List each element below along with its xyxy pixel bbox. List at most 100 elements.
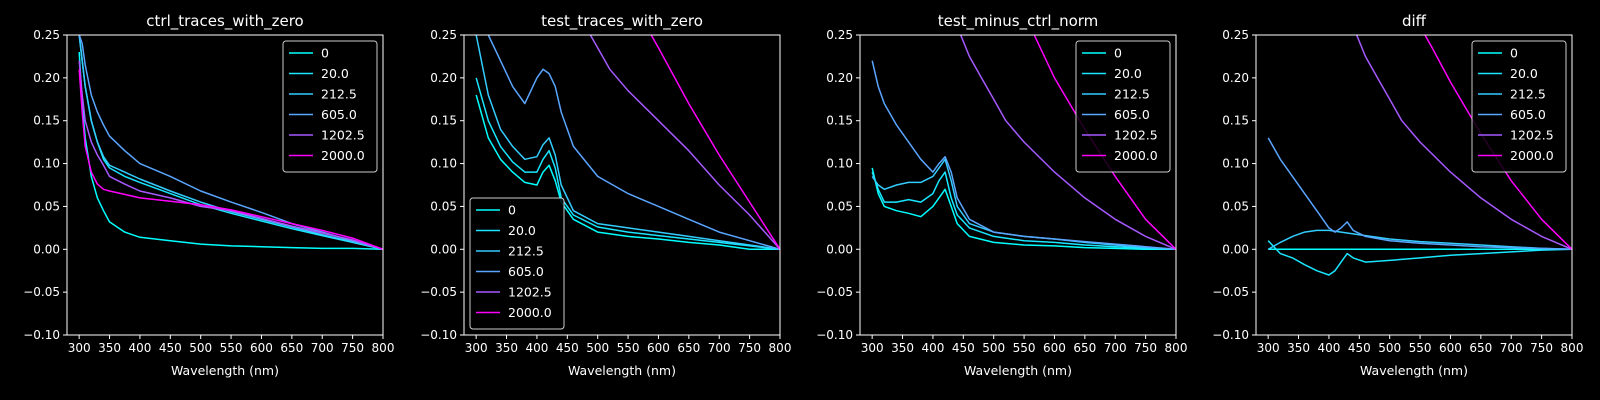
legend-label: 0 (508, 203, 516, 218)
x-tick-label: 350 (891, 341, 914, 355)
x-tick-label: 300 (465, 341, 488, 355)
legend-label: 0 (1114, 46, 1122, 61)
x-tick-label: 800 (769, 341, 792, 355)
legend-label: 20.0 (508, 223, 536, 238)
y-tick-label: 0.10 (430, 157, 457, 171)
x-axis-label: Wavelength (nm) (171, 363, 279, 378)
series-line (959, 35, 1176, 250)
x-tick-label: 700 (1104, 341, 1127, 355)
x-tick-label: 400 (128, 341, 151, 355)
x-tick-label: 700 (311, 341, 334, 355)
x-tick-label: 600 (250, 341, 273, 355)
y-tick-label: −0.10 (816, 328, 853, 342)
legend-label: 212.5 (508, 244, 544, 259)
plot-frame (66, 34, 384, 336)
y-tick-label: 0.00 (430, 242, 457, 256)
legend-label: 20.0 (321, 66, 349, 81)
y-tick-label: −0.05 (420, 285, 457, 299)
x-tick-label: 600 (1043, 341, 1066, 355)
chart-panel: 300 350 400 450 500 550 600 650 700 750 800 −0.10 −0… (816, 12, 1187, 378)
series-line (78, 69, 383, 251)
series-line (871, 171, 1176, 251)
y-tick-label: −0.10 (23, 328, 60, 342)
x-tick-label: 650 (280, 341, 303, 355)
x-tick-label: 300 (68, 341, 91, 355)
legend-label: 605.0 (508, 264, 544, 279)
y-tick-label: 0.15 (826, 114, 853, 128)
x-tick-label: 400 (525, 341, 548, 355)
series-group (871, 35, 1176, 251)
legend-label: 605.0 (1510, 107, 1546, 122)
series-group (475, 35, 780, 251)
series-line (475, 77, 780, 251)
legend-label: 212.5 (321, 87, 357, 102)
series-line (1355, 35, 1572, 250)
legend-label: 1202.5 (508, 285, 552, 300)
y-tick-label: 0.00 (1222, 242, 1249, 256)
chart-panel: 300 350 400 450 500 550 600 650 700 750 800 −0.10 −0… (1212, 12, 1583, 378)
x-tick-label: 350 (1287, 341, 1310, 355)
x-tick-label: 450 (1348, 341, 1371, 355)
x-tick-label: 600 (1439, 341, 1462, 355)
chart-title: test_traces_with_zero (541, 12, 703, 31)
x-tick-label: 550 (617, 341, 640, 355)
legend-label: 2000.0 (508, 305, 552, 320)
legend: 0 20.0 212.5 605.0 1202.5 2000.0 (469, 197, 565, 330)
legend-label: 212.5 (1510, 87, 1546, 102)
series-line (475, 94, 780, 251)
x-axis-label: Wavelength (nm) (568, 363, 676, 378)
x-tick-label: 500 (982, 341, 1005, 355)
y-tick-label: −0.05 (816, 285, 853, 299)
x-tick-label: 600 (647, 341, 670, 355)
legend: 0 20.0 212.5 605.0 1202.5 2000.0 (1075, 40, 1171, 173)
series-line (650, 35, 780, 250)
y-tick-label: 0.20 (826, 71, 853, 85)
x-axis-label: Wavelength (nm) (964, 363, 1072, 378)
x-tick-label: 400 (921, 341, 944, 355)
chart-panel: 300 350 400 450 500 550 600 650 700 750 800 −0.10 −0… (420, 12, 791, 378)
y-tick-label: 0.25 (826, 28, 853, 42)
legend-label: 1202.5 (321, 128, 365, 143)
x-tick-label: 650 (1469, 341, 1492, 355)
x-tick-label: 750 (738, 341, 761, 355)
chart-panel: 300 350 400 450 500 550 600 650 700 750 800 −0.10 −0… (23, 12, 394, 378)
x-tick-label: 750 (341, 341, 364, 355)
x-tick-label: 500 (189, 341, 212, 355)
x-tick-label: 550 (1409, 341, 1432, 355)
chart-title: test_minus_ctrl_norm (938, 12, 1099, 31)
legend-label: 20.0 (1510, 66, 1538, 81)
x-tick-label: 750 (1530, 341, 1553, 355)
x-tick-label: 650 (677, 341, 700, 355)
series-line (78, 60, 383, 251)
x-tick-label: 700 (708, 341, 731, 355)
series-line (487, 35, 780, 251)
x-tick-label: 500 (586, 341, 609, 355)
series-line (475, 35, 780, 251)
y-tick-label: 0.15 (1222, 114, 1249, 128)
x-tick-label: 400 (1317, 341, 1340, 355)
y-tick-label: 0.25 (1222, 28, 1249, 42)
series-line (871, 167, 1176, 251)
x-tick-label: 800 (1561, 341, 1584, 355)
legend-label: 2000.0 (321, 148, 365, 163)
x-tick-label: 750 (1134, 341, 1157, 355)
y-tick-label: 0.05 (430, 199, 457, 213)
series-line (871, 158, 1176, 251)
chart-title: ctrl_traces_with_zero (146, 12, 303, 31)
y-tick-label: 0.10 (1222, 157, 1249, 171)
legend-label: 605.0 (321, 107, 357, 122)
y-tick-label: 0.25 (33, 28, 60, 42)
y-tick-label: 0.20 (33, 71, 60, 85)
x-tick-label: 800 (372, 341, 395, 355)
y-tick-label: 0.15 (430, 114, 457, 128)
y-tick-label: 0.20 (430, 71, 457, 85)
series-group (78, 35, 383, 251)
legend-label: 0 (1510, 46, 1518, 61)
x-tick-label: 450 (556, 341, 579, 355)
x-tick-label: 550 (220, 341, 243, 355)
series-line (1267, 137, 1572, 251)
y-tick-label: 0.10 (33, 157, 60, 171)
plot-frame (859, 34, 1177, 336)
legend-label: 20.0 (1114, 66, 1142, 81)
legend: 0 20.0 212.5 605.0 1202.5 2000.0 (1471, 40, 1567, 173)
